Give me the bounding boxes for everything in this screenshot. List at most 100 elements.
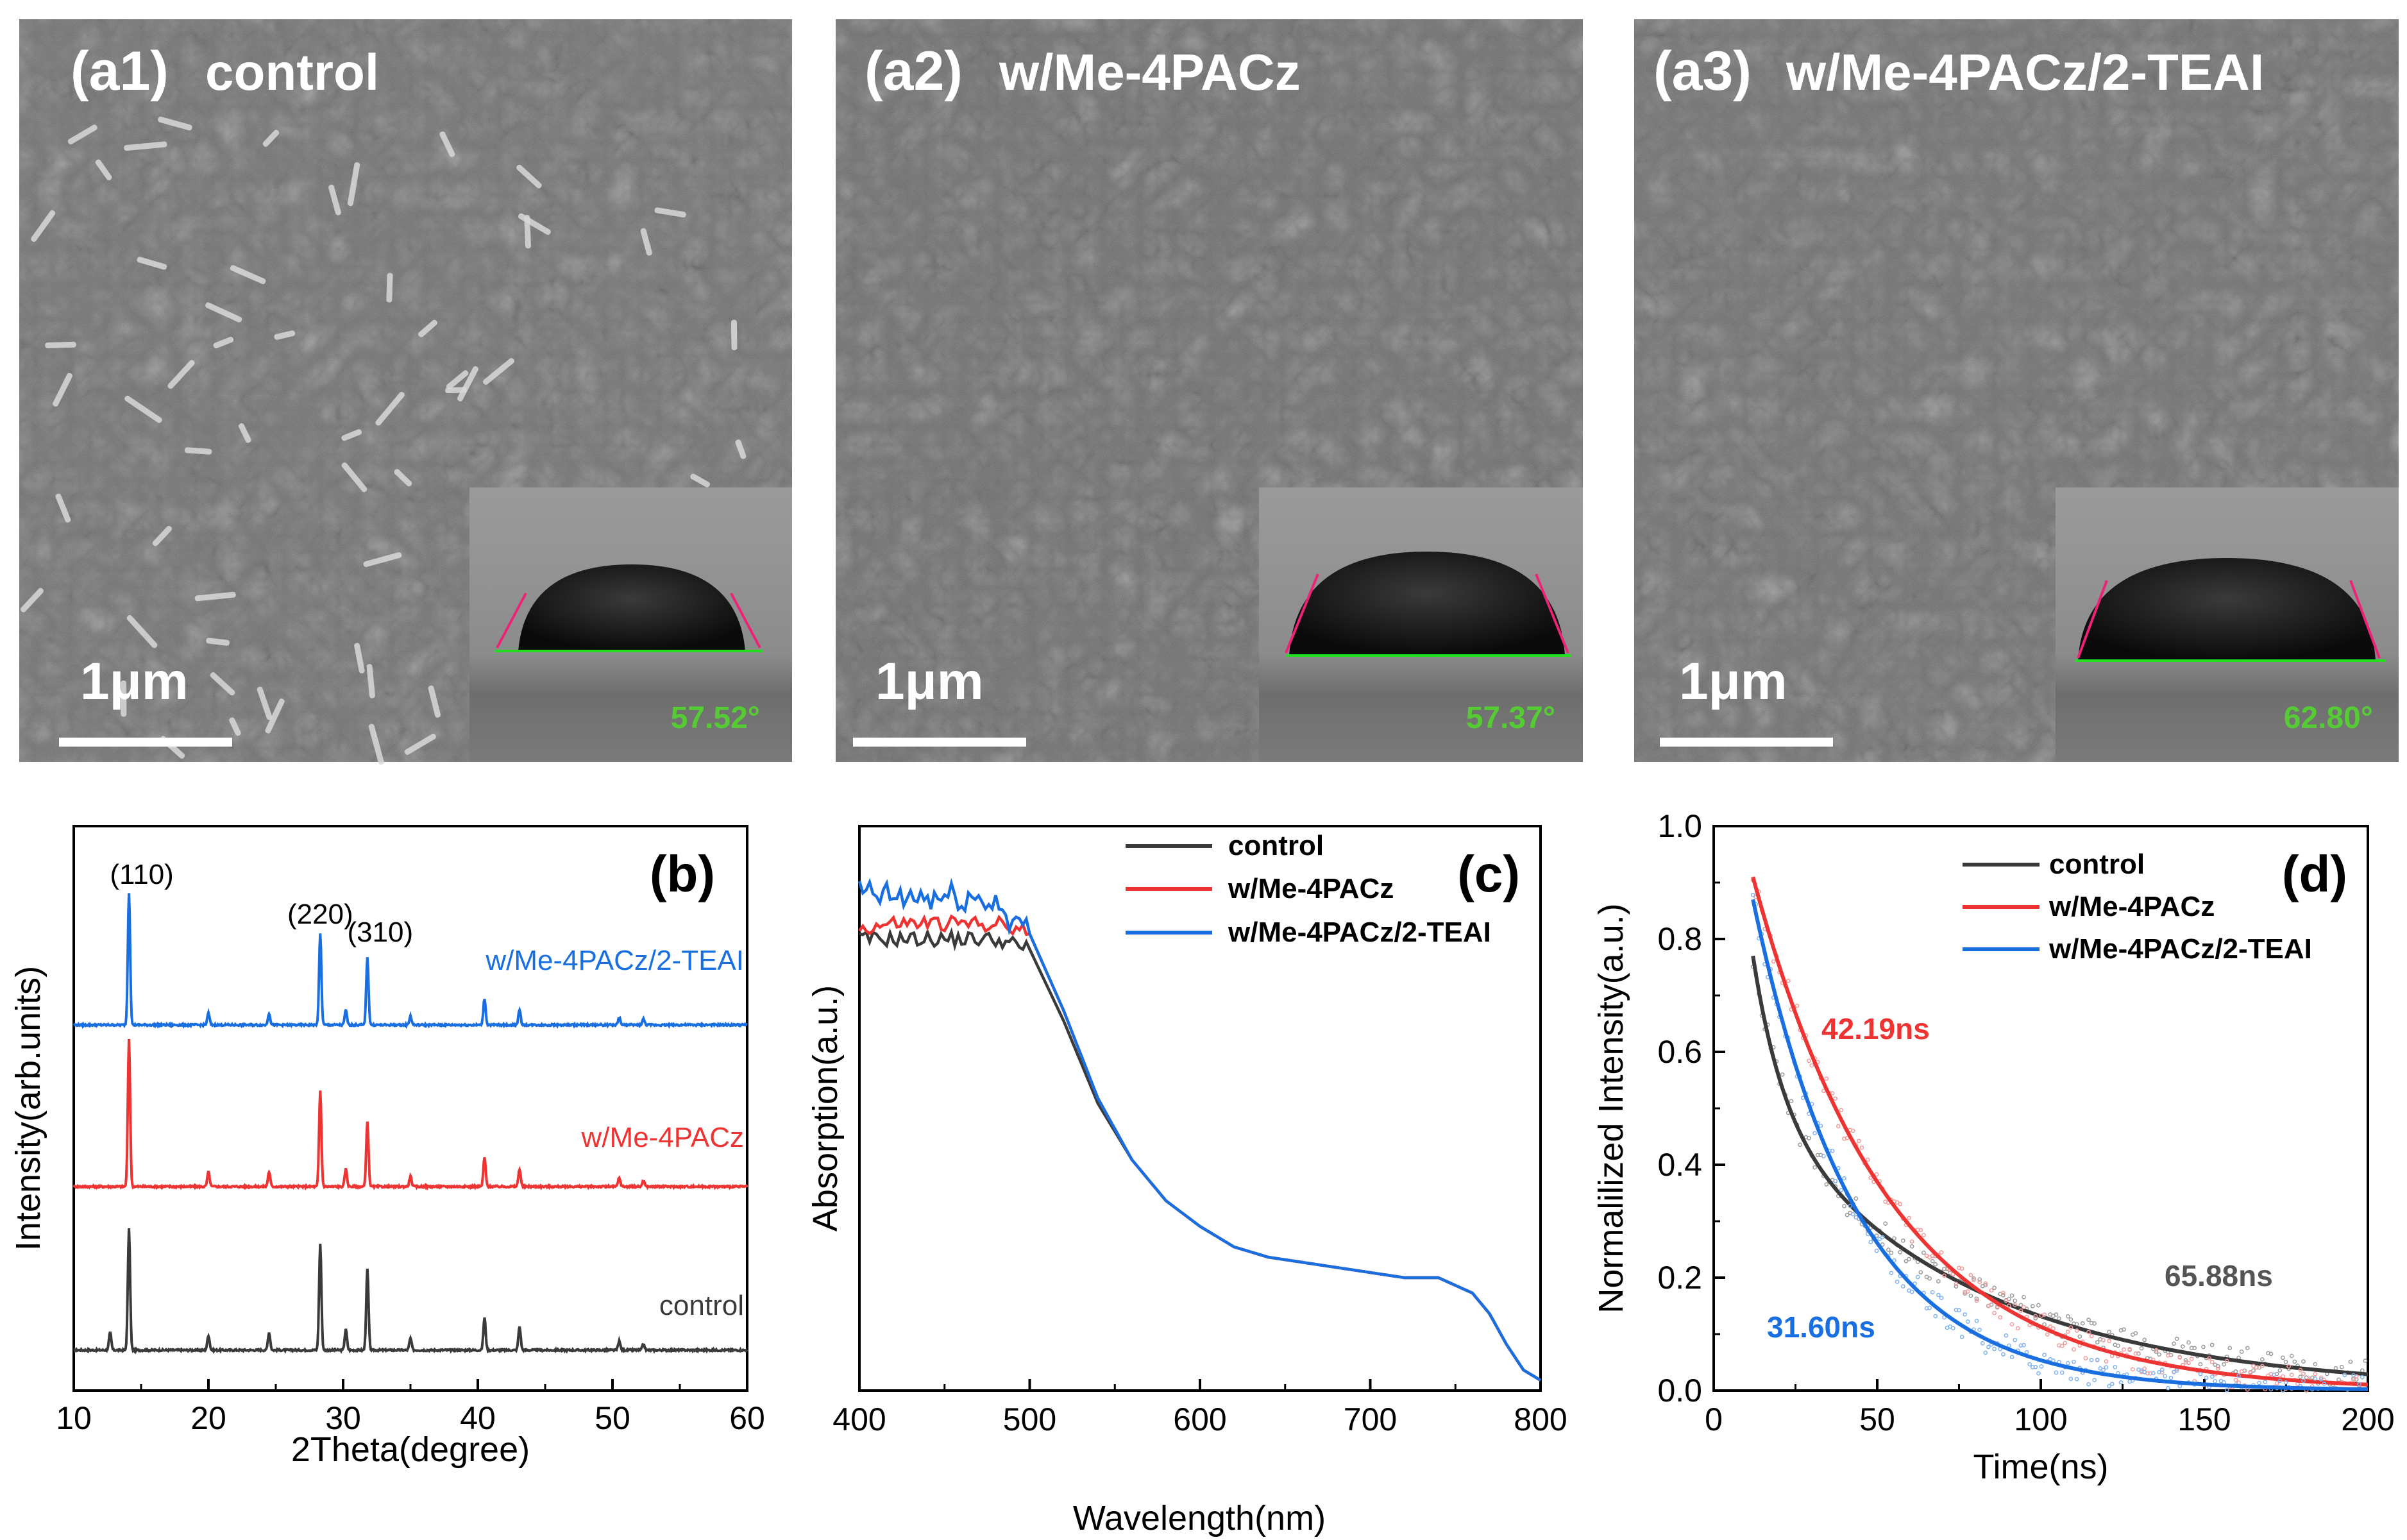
trpl-data-point: [2263, 1380, 2268, 1384]
trpl-data-point: [2292, 1359, 2297, 1364]
trpl-data-point: [1889, 1271, 1894, 1276]
peak-label: (310): [347, 917, 413, 948]
trpl-data-point: [2072, 1359, 2076, 1364]
sem-flake: [230, 265, 266, 284]
trpl-data-point: [2177, 1383, 2183, 1389]
trpl-data-point: [2077, 1334, 2082, 1339]
trpl-data-point: [1857, 1138, 1861, 1144]
trpl-data-point: [2133, 1351, 2138, 1356]
xrd-series-line: [72, 1038, 748, 1191]
trpl-data-point: [2333, 1366, 2338, 1371]
sem-flake: [341, 462, 367, 493]
trpl-data-point: [1789, 1099, 1794, 1104]
trpl-data-point: [1771, 959, 1776, 964]
trpl-data-point: [2342, 1373, 2347, 1378]
x-axis-label: 2Theta(degree): [291, 1430, 530, 1469]
trpl-data-point: [1907, 1215, 1911, 1221]
trpl-data-point: [2101, 1367, 2106, 1373]
x-axis-label: Wavelength(nm): [1073, 1499, 1326, 1537]
legend-label: w/Me-4PACz: [2048, 891, 2215, 922]
trpl-data-point: [1845, 1212, 1850, 1217]
sem-panel-a2: (a2) w/Me-4PACz 1μm 57.37°: [836, 19, 1583, 762]
trpl-data-point: [2204, 1375, 2209, 1380]
trpl-data-point: [2248, 1369, 2253, 1375]
lifetime-label: 31.60ns: [1767, 1310, 1875, 1344]
trpl-data-point: [1992, 1310, 1997, 1316]
trpl-data-point: [1963, 1291, 1968, 1296]
absorption-series-line: [859, 927, 1542, 1382]
trpl-data-point: [2042, 1352, 2047, 1357]
sem-panel-title: control: [205, 44, 379, 101]
trpl-data-point: [1959, 1266, 1964, 1271]
sem-flake: [428, 685, 441, 718]
trpl-data-point: [2009, 1322, 2014, 1327]
trpl-data-point: [2239, 1369, 2244, 1374]
trpl-data-point: [2351, 1373, 2356, 1378]
trpl-data-point: [2083, 1356, 2088, 1360]
trpl-data-point: [2107, 1383, 2111, 1389]
sem-flake: [257, 686, 273, 720]
trpl-data-point: [2127, 1347, 2133, 1351]
x-tick-label: 20: [190, 1400, 226, 1436]
trpl-data-point: [2065, 1329, 2070, 1334]
plot-frame: [72, 825, 748, 1392]
trpl-data-point: [1918, 1228, 1923, 1233]
sem-flake: [439, 131, 455, 157]
trpl-data-point: [2154, 1350, 2159, 1354]
trpl-data-point: [2272, 1372, 2276, 1377]
trpl-data-point: [1859, 1145, 1864, 1150]
tangent-right: [730, 593, 761, 648]
trpl-data-point: [2065, 1361, 2070, 1366]
trpl-data-point: [1927, 1305, 1932, 1310]
trpl-data-point: [2174, 1336, 2179, 1341]
contact-angle-inset: 57.37°: [1259, 487, 1583, 762]
sem-flake: [363, 552, 402, 568]
x-tick-label: 0: [1705, 1401, 1723, 1437]
sem-flake: [366, 664, 375, 698]
trpl-data-point: [1974, 1298, 1979, 1303]
sem-flake: [126, 615, 158, 648]
trpl-data-point: [2048, 1324, 2053, 1329]
trpl-data-point: [2351, 1377, 2356, 1382]
trpl-data-point: [2268, 1351, 2274, 1357]
sem-flake: [20, 588, 44, 613]
trpl-data-point: [2092, 1378, 2097, 1383]
trpl-data-point: [1936, 1292, 1941, 1298]
trpl-data-point: [2068, 1325, 2073, 1330]
trpl-data-point: [1921, 1233, 1926, 1237]
contact-angle-value: 57.37°: [1466, 701, 1555, 735]
sem-flake: [731, 319, 738, 351]
trpl-data-point: [2118, 1380, 2124, 1385]
trpl-data-point: [1892, 1236, 1896, 1241]
trpl-data-point: [2239, 1350, 2244, 1354]
sem-flake: [31, 210, 56, 242]
trpl-data-point: [1998, 1315, 2003, 1320]
trpl-data-point: [1954, 1282, 1959, 1287]
trpl-data-point: [2177, 1355, 2183, 1360]
y-axis-label: Normalilized Intensity(a.u.): [1592, 903, 1630, 1313]
sem-flake: [735, 439, 747, 459]
trpl-data-point: [1874, 1172, 1879, 1177]
trpl-data-point: [1965, 1319, 1970, 1324]
tangent-right: [2349, 580, 2381, 659]
y-tick-label: 0.0: [1657, 1373, 1702, 1409]
scale-bar-label: 1μm: [1679, 652, 1787, 711]
series-group: [857, 877, 1542, 1382]
trpl-data-point: [2183, 1358, 2188, 1363]
trpl-data-point: [2042, 1312, 2047, 1317]
trpl-data-point: [1986, 1344, 1991, 1350]
sem-flake: [404, 733, 436, 755]
trpl-data-point: [2298, 1367, 2303, 1373]
trpl-data-point: [2166, 1385, 2170, 1391]
trpl-data-point: [1830, 1148, 1835, 1153]
trpl-data-point: [2222, 1362, 2226, 1367]
x-tick-label: 800: [1514, 1401, 1567, 1437]
sem-flake: [654, 207, 686, 218]
trpl-data-point: [2207, 1356, 2212, 1361]
trpl-data-point: [2068, 1376, 2073, 1382]
xrd-series-line: [73, 1228, 748, 1355]
trpl-data-point: [2236, 1373, 2241, 1378]
trpl-data-point: [2122, 1347, 2126, 1352]
scale-bar: [59, 738, 232, 747]
sem-flake: [67, 124, 97, 145]
